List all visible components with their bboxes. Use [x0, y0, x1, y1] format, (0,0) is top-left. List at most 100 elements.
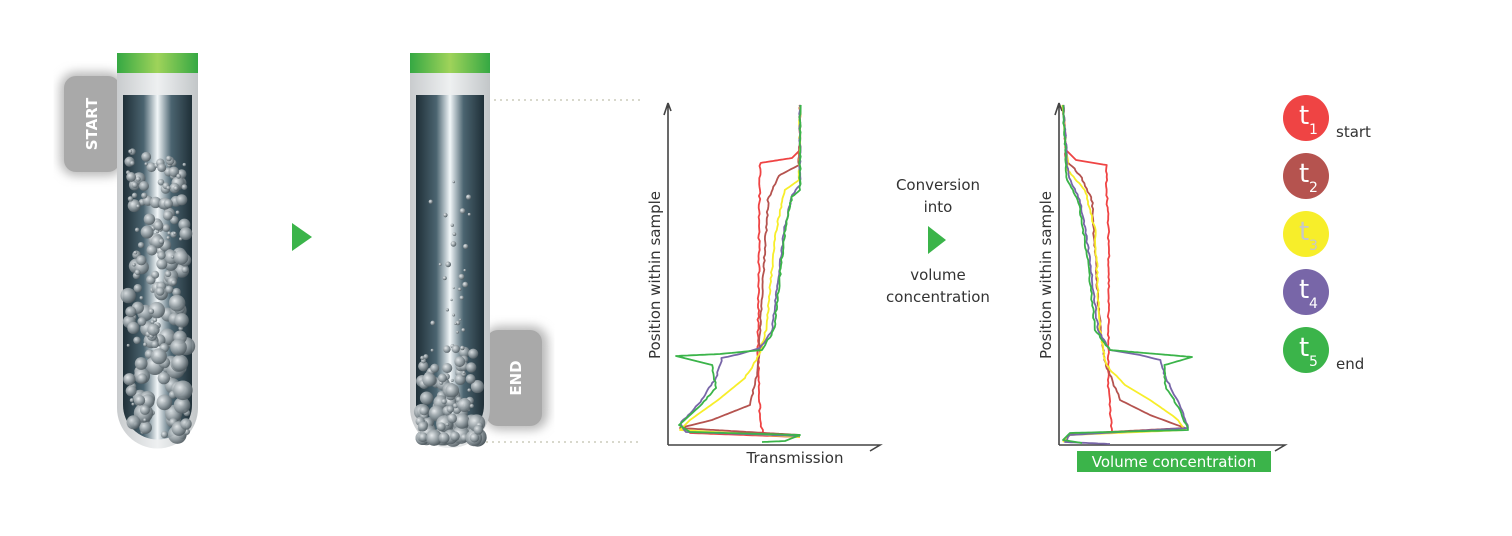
- particle: [182, 162, 187, 167]
- particle: [135, 176, 141, 182]
- legend-note: end: [1336, 355, 1364, 373]
- particle: [168, 294, 186, 312]
- particle: [452, 287, 455, 290]
- tube-cap: [410, 53, 490, 73]
- particle: [447, 413, 457, 424]
- particle: [165, 285, 174, 294]
- particle: [171, 279, 177, 286]
- particle: [428, 199, 433, 204]
- particle: [155, 286, 165, 296]
- particle: [134, 269, 141, 276]
- legend-dot: [1283, 327, 1329, 373]
- particle: [157, 163, 167, 173]
- legend-note: start: [1336, 123, 1371, 141]
- end-label-tab: END: [484, 326, 548, 430]
- particle: [430, 363, 440, 373]
- transmission-curve-t1: [689, 104, 802, 438]
- particle: [166, 185, 171, 191]
- particle: [173, 185, 179, 191]
- particle: [438, 263, 442, 266]
- particle: [473, 425, 484, 435]
- particle: [139, 404, 150, 415]
- particle: [459, 295, 464, 300]
- particle: [160, 430, 168, 439]
- particle: [123, 373, 136, 386]
- particle: [141, 192, 148, 199]
- particle: [463, 243, 469, 250]
- legend-subscript: 3: [1309, 238, 1318, 254]
- particle: [148, 308, 155, 315]
- particle: [468, 348, 479, 359]
- particle: [455, 330, 459, 334]
- particle: [126, 172, 137, 182]
- particle: [153, 220, 164, 231]
- start-label: START: [83, 97, 101, 150]
- particle: [134, 395, 146, 406]
- particle: [133, 336, 141, 345]
- particle: [467, 388, 472, 392]
- particle: [120, 287, 136, 304]
- particle: [460, 345, 465, 351]
- particle: [139, 296, 144, 300]
- particle: [417, 421, 428, 432]
- transmission-curve-t5: [675, 104, 802, 443]
- particle: [133, 250, 138, 255]
- legend-subscript: 2: [1309, 180, 1318, 196]
- particle: [173, 396, 191, 414]
- particle: [171, 354, 189, 372]
- x-axis-label: Transmission: [746, 449, 844, 467]
- x-axis: [668, 444, 883, 452]
- particle: [418, 361, 429, 372]
- particle: [170, 255, 175, 259]
- y-axis: [1054, 102, 1063, 445]
- particle: [137, 241, 145, 249]
- particle: [144, 162, 148, 166]
- transmission-chart: Position within sample Transmission: [646, 102, 883, 467]
- particle: [132, 262, 136, 267]
- particle: [125, 385, 137, 397]
- particle: [152, 317, 158, 323]
- concentration-curve-t3: [1061, 104, 1186, 443]
- particle: [459, 208, 466, 214]
- particle: [127, 321, 140, 335]
- legend-symbol: t: [1299, 333, 1309, 363]
- particle: [454, 413, 470, 429]
- particle: [443, 212, 448, 218]
- legend-dot: [1283, 269, 1329, 315]
- particle: [150, 348, 167, 365]
- particle: [162, 210, 173, 221]
- particle: [134, 227, 140, 233]
- transmission-curve-t4: [679, 104, 802, 437]
- particle: [141, 151, 152, 162]
- particle: [164, 270, 172, 278]
- particle: [467, 212, 471, 216]
- particle: [418, 432, 428, 442]
- transmission-curve-t2: [679, 104, 802, 436]
- particle: [419, 406, 429, 416]
- particle: [452, 232, 457, 237]
- particle: [452, 180, 456, 184]
- particle: [150, 235, 165, 249]
- particle: [450, 241, 457, 247]
- particle: [129, 160, 135, 166]
- particle: [443, 345, 451, 353]
- particle: [166, 235, 170, 240]
- particle: [172, 287, 181, 297]
- particle: [426, 429, 443, 446]
- particle: [137, 373, 148, 384]
- particle: [419, 391, 434, 405]
- legend-subscript: 5: [1309, 354, 1318, 370]
- particle: [430, 320, 436, 326]
- particle: [422, 372, 436, 387]
- particle: [168, 166, 180, 177]
- particle: [149, 196, 162, 209]
- particle: [430, 348, 434, 352]
- particle: [138, 181, 149, 191]
- conversion-line-2: into: [924, 198, 953, 216]
- particle: [175, 210, 180, 215]
- x-axis-label-background: [1077, 451, 1271, 472]
- particle: [461, 328, 466, 332]
